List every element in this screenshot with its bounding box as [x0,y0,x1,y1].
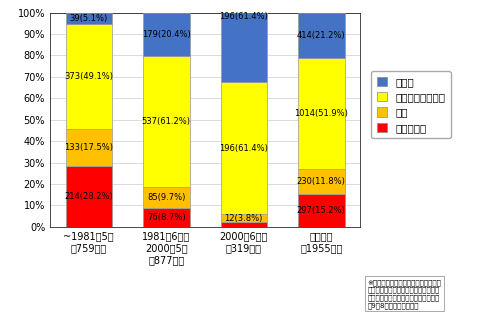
Bar [143,187,190,208]
Bar [143,13,190,56]
Bar [143,208,190,227]
Text: 133(17.5%): 133(17.5%) [64,143,113,152]
Text: ※被害状況等の調査結果については建
築学会において現在調査中であり、こ
こに示す数値は暫定的なものである。
（9月8日時点のデータ）: ※被害状況等の調査結果については建 築学会において現在調査中であり、こ こに示す… [368,279,442,309]
Bar [298,58,344,169]
Text: 1014(51.9%): 1014(51.9%) [294,109,348,118]
Text: 230(11.8%): 230(11.8%) [297,177,346,186]
Text: 196(61.4%): 196(61.4%) [220,144,268,153]
Text: 76(8.7%): 76(8.7%) [147,213,186,222]
Bar [298,169,344,194]
Text: 12(3.8%): 12(3.8%) [224,214,263,223]
Bar [66,166,112,227]
Bar [143,56,190,187]
Bar [220,222,267,227]
Bar [220,83,267,214]
Text: 297(15.2%): 297(15.2%) [297,206,346,215]
Text: 214(28.2%): 214(28.2%) [64,192,113,201]
Bar [66,24,112,129]
Text: 373(49.1%): 373(49.1%) [64,72,113,81]
Bar [66,129,112,166]
Legend: 無被害, 軽微・小破・中破, 大破, 倒壊・崩壊: 無被害, 軽微・小破・中破, 大破, 倒壊・崩壊 [372,72,450,138]
Text: 414(21.2%): 414(21.2%) [297,31,346,40]
Text: 179(20.4%): 179(20.4%) [142,30,190,39]
Bar [298,194,344,227]
Text: 39(5.1%): 39(5.1%) [70,14,108,23]
Bar [220,214,267,222]
Bar [298,13,344,58]
Text: 85(9.7%): 85(9.7%) [147,193,186,202]
Text: 196(61.4%): 196(61.4%) [220,12,268,21]
Bar [220,0,267,83]
Bar [66,13,112,24]
Text: 537(61.2%): 537(61.2%) [142,117,191,126]
